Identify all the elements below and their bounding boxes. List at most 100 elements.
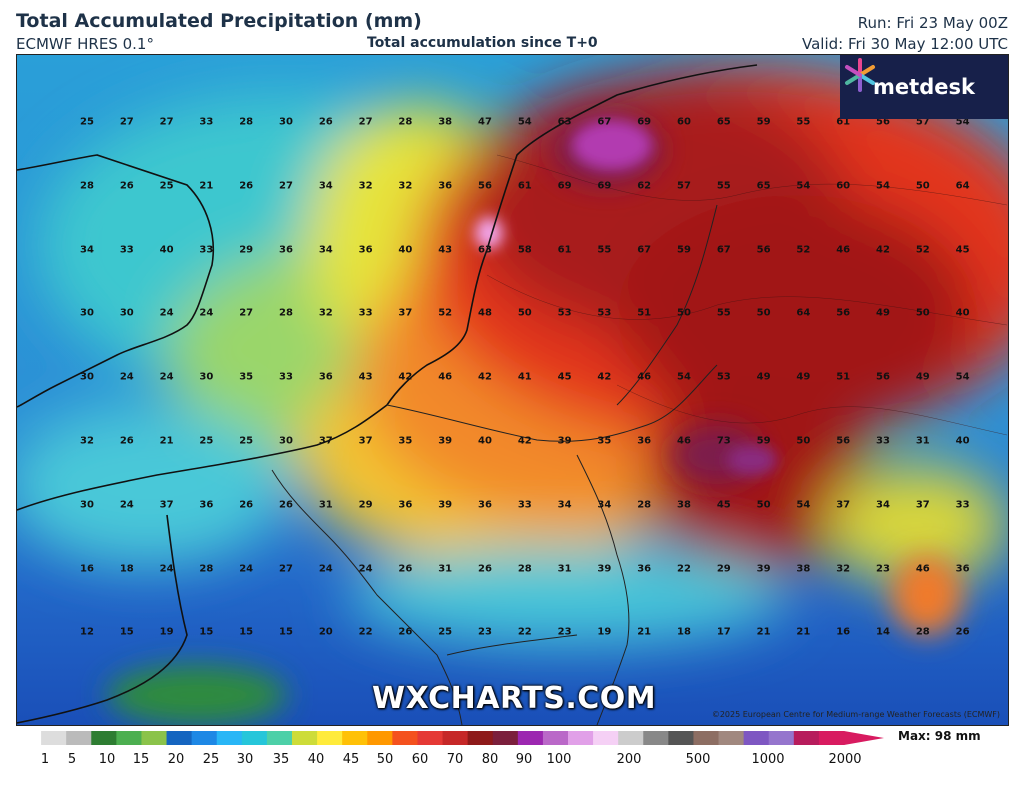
grid-value: 24 xyxy=(159,563,174,575)
grid-value: 37 xyxy=(836,499,851,511)
grid-value: 59 xyxy=(756,116,771,128)
grid-value: 12 xyxy=(80,626,94,638)
grid-value: 36 xyxy=(478,499,492,511)
grid-value: 37 xyxy=(915,499,930,511)
grid-value: 29 xyxy=(239,244,254,256)
legend-swatch xyxy=(492,731,519,745)
grid-value: 36 xyxy=(279,244,293,256)
grid-value: 43 xyxy=(358,371,373,383)
legend-tick-label: 10 xyxy=(98,752,116,767)
grid-value: 55 xyxy=(716,307,731,319)
grid-value: 15 xyxy=(199,626,214,638)
legend-swatch xyxy=(116,731,142,745)
legend-tick-label: 5 xyxy=(67,752,77,767)
valid-time: Valid: Fri 30 May 12:00 UTC xyxy=(802,35,1008,53)
grid-value: 24 xyxy=(119,499,134,511)
grid-value: 56 xyxy=(836,307,851,319)
grid-value: 50 xyxy=(677,307,691,319)
legend-swatch xyxy=(292,731,318,745)
grid-value: 46 xyxy=(836,244,851,256)
grid-value: 36 xyxy=(199,499,214,511)
grid-value: 25 xyxy=(199,435,214,447)
grid-value: 67 xyxy=(597,116,612,128)
grid-value: 51 xyxy=(637,307,652,319)
grid-value: 65 xyxy=(716,116,731,128)
grid-value: 56 xyxy=(478,180,492,192)
grid-value: 61 xyxy=(557,244,572,256)
grid-value: 56 xyxy=(836,435,851,447)
grid-value: 35 xyxy=(398,435,413,447)
grid-value: 61 xyxy=(517,180,532,192)
grid-value: 69 xyxy=(637,116,652,128)
grid-value: 26 xyxy=(955,626,970,638)
grid-value: 34 xyxy=(318,180,333,192)
grid-value: 34 xyxy=(597,499,612,511)
grid-value: 69 xyxy=(557,180,572,192)
legend-colorbar xyxy=(16,731,884,745)
grid-value: 69 xyxy=(597,180,612,192)
grid-value: 59 xyxy=(677,244,691,256)
brand-name: metdesk xyxy=(873,75,975,99)
chart-subtitle: Total accumulation since T+0 xyxy=(367,35,598,51)
grid-value: 21 xyxy=(199,180,214,192)
grid-value: 55 xyxy=(716,180,731,192)
grid-value: 27 xyxy=(358,116,373,128)
grid-value: 24 xyxy=(318,563,333,575)
grid-value: 28 xyxy=(637,499,652,511)
legend-tick-label: 90 xyxy=(515,752,533,767)
grid-value: 49 xyxy=(915,371,930,383)
legend-arrow xyxy=(844,731,884,745)
grid-value: 33 xyxy=(955,499,970,511)
grid-value: 51 xyxy=(836,371,851,383)
grid-value: 42 xyxy=(478,371,492,383)
legend-tick-label: 30 xyxy=(236,752,254,767)
grid-value: 50 xyxy=(517,307,532,319)
grid-value: 36 xyxy=(955,563,970,575)
legend-swatch xyxy=(467,731,494,745)
legend-swatch xyxy=(166,731,193,745)
legend-tick-label: 70 xyxy=(446,752,464,767)
grid-value: 26 xyxy=(318,116,333,128)
grid-value: 22 xyxy=(358,626,373,638)
grid-value: 27 xyxy=(279,180,293,192)
grid-value: 34 xyxy=(557,499,572,511)
grid-value: 54 xyxy=(955,116,970,128)
grid-value: 56 xyxy=(876,371,890,383)
legend-swatch xyxy=(16,731,42,745)
grid-value: 47 xyxy=(478,116,492,128)
grid-value: 14 xyxy=(876,626,890,638)
grid-value: 25 xyxy=(80,116,94,128)
legend-tick-label: 20 xyxy=(167,752,185,767)
legend-swatch xyxy=(317,731,343,745)
grid-value: 45 xyxy=(955,244,970,256)
grid-value: 57 xyxy=(677,180,691,192)
metdesk-star-icon xyxy=(845,58,875,92)
grid-value: 26 xyxy=(119,180,134,192)
grid-value: 54 xyxy=(796,180,811,192)
grid-value: 28 xyxy=(239,116,254,128)
grid-value: 59 xyxy=(756,435,771,447)
grid-value: 52 xyxy=(438,307,453,319)
grid-value: 36 xyxy=(637,435,652,447)
grid-value: 26 xyxy=(398,626,413,638)
grid-value: 28 xyxy=(517,563,532,575)
grid-value: 73 xyxy=(716,435,731,447)
grid-value: 16 xyxy=(836,626,851,638)
grid-value: 32 xyxy=(318,307,333,319)
grid-value: 27 xyxy=(119,116,134,128)
legend-tick-label: 60 xyxy=(411,752,429,767)
grid-value: 49 xyxy=(756,371,771,383)
legend-tick-label: 100 xyxy=(546,752,572,767)
grid-value: 15 xyxy=(119,626,134,638)
grid-value: 18 xyxy=(677,626,691,638)
grid-value: 54 xyxy=(796,499,811,511)
grid-value: 25 xyxy=(159,180,174,192)
grid-value: 31 xyxy=(557,563,572,575)
grid-value: 26 xyxy=(239,499,254,511)
grid-value: 55 xyxy=(597,244,612,256)
grid-value: 26 xyxy=(119,435,134,447)
grid-value: 27 xyxy=(239,307,254,319)
grid-value: 28 xyxy=(915,626,930,638)
grid-value: 54 xyxy=(955,371,970,383)
grid-value: 38 xyxy=(796,563,811,575)
